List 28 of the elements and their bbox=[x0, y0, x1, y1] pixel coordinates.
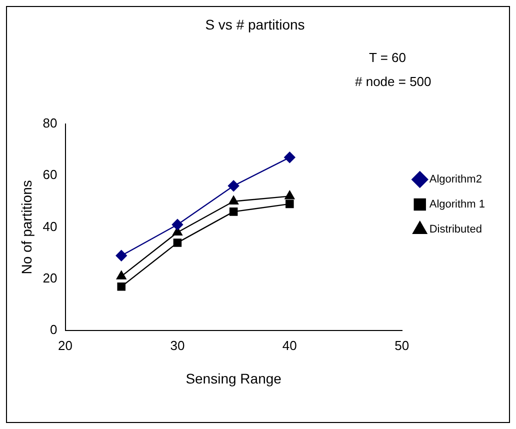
y-tick-label: 20 bbox=[42, 270, 58, 286]
y-tick-label: 60 bbox=[42, 167, 58, 182]
y-tick-label: 40 bbox=[42, 218, 58, 234]
point bbox=[286, 200, 294, 208]
text: # node = 500 bbox=[355, 74, 432, 89]
y-axis-title: No of partitions bbox=[18, 180, 34, 274]
point bbox=[173, 238, 182, 247]
chart-title: S vs # partitions bbox=[205, 16, 305, 32]
x-tick-label: 20 bbox=[58, 338, 72, 353]
point bbox=[284, 190, 295, 200]
y-tick-label: 0 bbox=[50, 322, 58, 338]
x-tick-label: 30 bbox=[170, 338, 185, 353]
point bbox=[228, 180, 240, 192]
legend-label: Distributed bbox=[429, 224, 482, 236]
legend-label: Algorithm 1 bbox=[429, 198, 486, 211]
text: T = 60 bbox=[369, 50, 406, 65]
point bbox=[284, 152, 296, 164]
point bbox=[116, 250, 127, 262]
point bbox=[229, 208, 238, 216]
y-tick-label: 80 bbox=[42, 115, 58, 130]
x-axis-title: Sensing Range bbox=[186, 370, 282, 386]
point bbox=[172, 219, 184, 230]
legend-label: Algorithm2 bbox=[429, 174, 482, 186]
point bbox=[228, 196, 238, 204]
point bbox=[116, 270, 126, 280]
point bbox=[117, 282, 126, 291]
x-tick-label: 40 bbox=[282, 338, 297, 353]
x-tick-label: 50 bbox=[394, 338, 410, 353]
